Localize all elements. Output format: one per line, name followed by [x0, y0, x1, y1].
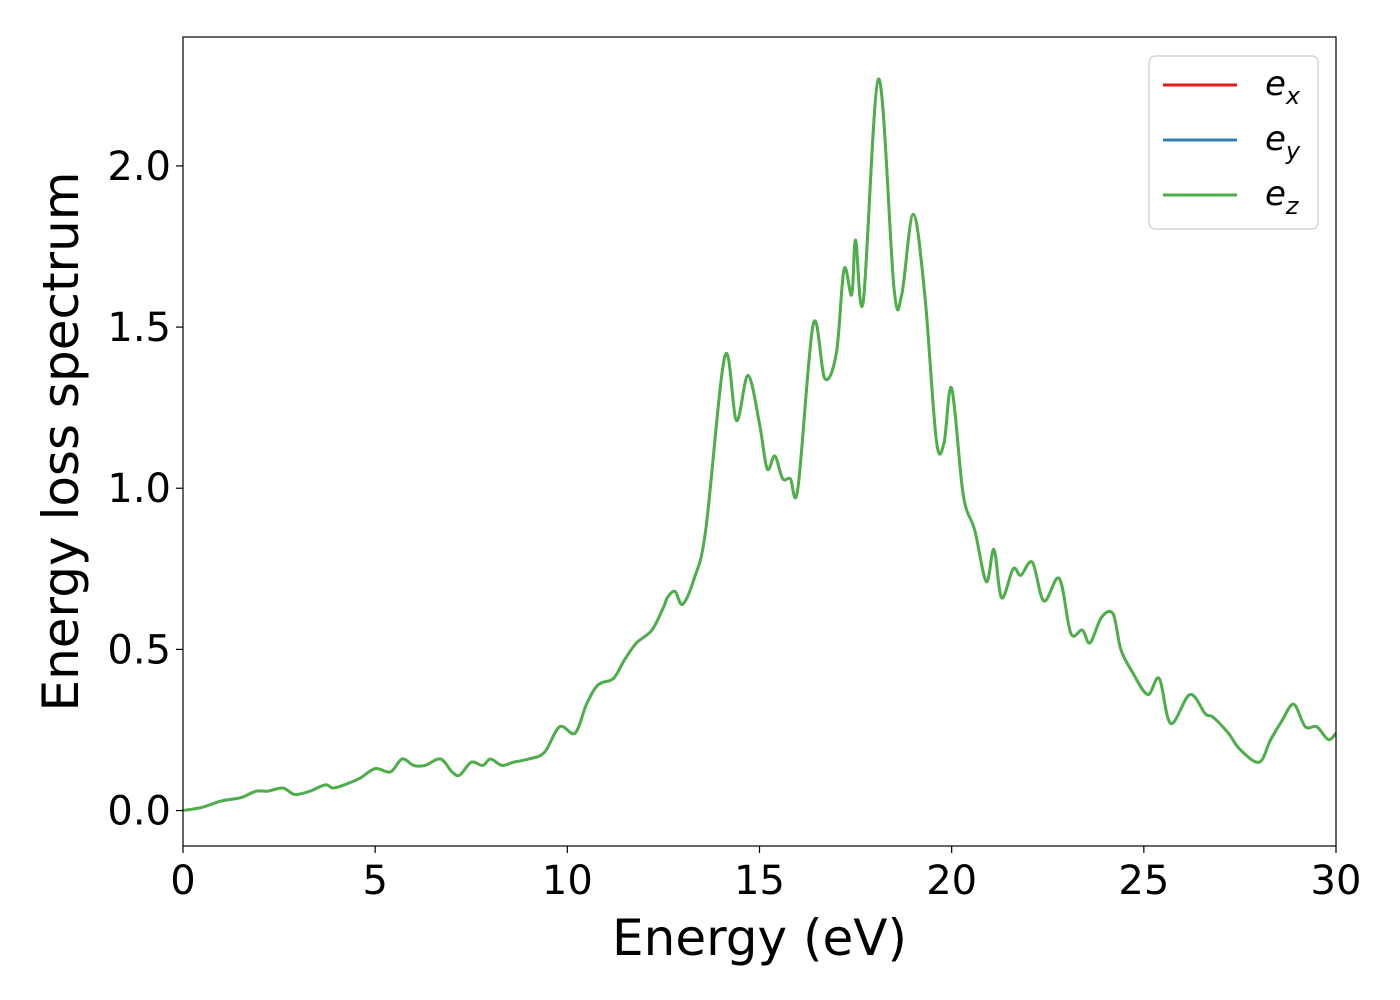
y-axis-label: Energy loss spectrum: [32, 171, 90, 711]
x-tick-label: 0: [170, 858, 195, 904]
y-tick-label: 0.0: [107, 789, 171, 835]
y-tick-label: 2.0: [107, 144, 171, 190]
x-tick-label: 10: [542, 858, 593, 904]
x-tick-label: 25: [1118, 858, 1169, 904]
x-tick-label: 20: [926, 858, 977, 904]
y-tick-label: 1.0: [107, 466, 171, 512]
y-axis: 0.0 0.5 1.0 1.5 2.0: [107, 144, 183, 835]
series-line-ez: [183, 77, 1336, 812]
legend-label-x: ex: [1265, 64, 1301, 110]
plot-area: [183, 77, 1336, 812]
x-axis: 0 5 10 15 20 25 30: [170, 846, 1361, 904]
y-tick-label: 0.5: [107, 627, 171, 673]
x-tick-label: 30: [1311, 858, 1362, 904]
x-axis-label: Energy (eV): [612, 909, 907, 967]
x-tick-label: 15: [734, 858, 785, 904]
legend-box: [1148, 55, 1319, 230]
legend-label-y: ey: [1265, 119, 1301, 165]
y-tick-label: 1.5: [107, 305, 171, 351]
x-tick-label: 5: [362, 858, 387, 904]
